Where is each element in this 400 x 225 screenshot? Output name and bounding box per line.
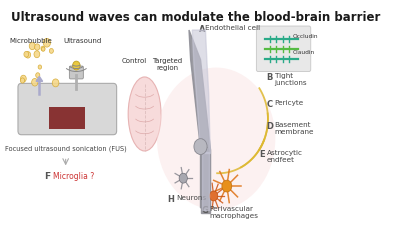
- Circle shape: [52, 80, 59, 88]
- Text: E: E: [259, 149, 264, 158]
- Text: Control: Control: [122, 57, 147, 63]
- FancyBboxPatch shape: [69, 67, 83, 80]
- Text: Perivascular
macrophages: Perivascular macrophages: [210, 205, 258, 218]
- Circle shape: [194, 139, 207, 155]
- Text: Claudin: Claudin: [293, 50, 315, 55]
- Text: H: H: [168, 194, 174, 203]
- Polygon shape: [200, 149, 210, 213]
- Circle shape: [41, 47, 45, 52]
- Circle shape: [73, 62, 80, 71]
- Text: Microglia ?: Microglia ?: [53, 171, 94, 180]
- Circle shape: [20, 79, 25, 84]
- Circle shape: [157, 68, 275, 210]
- Text: Ultrasound waves can modulate the blood-brain barrier: Ultrasound waves can modulate the blood-…: [10, 11, 380, 24]
- Text: Astrocytic
endfeet: Astrocytic endfeet: [267, 149, 303, 162]
- Text: B: B: [266, 72, 273, 81]
- Circle shape: [49, 49, 53, 54]
- Text: Focused ultrasound sonication (FUS): Focused ultrasound sonication (FUS): [5, 145, 126, 151]
- Circle shape: [20, 76, 26, 83]
- Text: Occludin: Occludin: [293, 34, 318, 39]
- Circle shape: [222, 180, 232, 192]
- Text: Neurons: Neurons: [176, 194, 206, 200]
- Polygon shape: [189, 31, 210, 208]
- Text: A: A: [199, 25, 205, 34]
- Circle shape: [34, 45, 40, 51]
- Circle shape: [38, 66, 42, 70]
- Text: D: D: [266, 121, 273, 130]
- FancyBboxPatch shape: [256, 27, 311, 72]
- Text: F: F: [44, 171, 50, 180]
- Circle shape: [36, 73, 40, 78]
- FancyBboxPatch shape: [18, 84, 117, 135]
- Circle shape: [43, 39, 50, 48]
- Text: G: G: [201, 205, 208, 214]
- Circle shape: [32, 79, 38, 87]
- Circle shape: [179, 173, 187, 183]
- Bar: [49, 108, 85, 129]
- Circle shape: [24, 52, 29, 58]
- Text: Targeted
region: Targeted region: [152, 57, 183, 70]
- Text: C: C: [266, 100, 272, 109]
- Polygon shape: [202, 152, 209, 210]
- Text: Basement
membrane: Basement membrane: [274, 121, 314, 134]
- Text: Microbubble: Microbubble: [10, 38, 52, 44]
- Circle shape: [210, 191, 218, 201]
- Polygon shape: [192, 31, 210, 154]
- Circle shape: [25, 52, 31, 59]
- Circle shape: [42, 48, 45, 52]
- Text: Tight
junctions: Tight junctions: [274, 72, 307, 85]
- Text: Endothelial cell: Endothelial cell: [206, 25, 260, 31]
- Ellipse shape: [128, 78, 161, 151]
- Text: Pericyte: Pericyte: [274, 100, 304, 106]
- Circle shape: [29, 43, 35, 50]
- Polygon shape: [36, 77, 43, 82]
- Text: Ultrasound: Ultrasound: [63, 38, 101, 44]
- Circle shape: [34, 52, 40, 58]
